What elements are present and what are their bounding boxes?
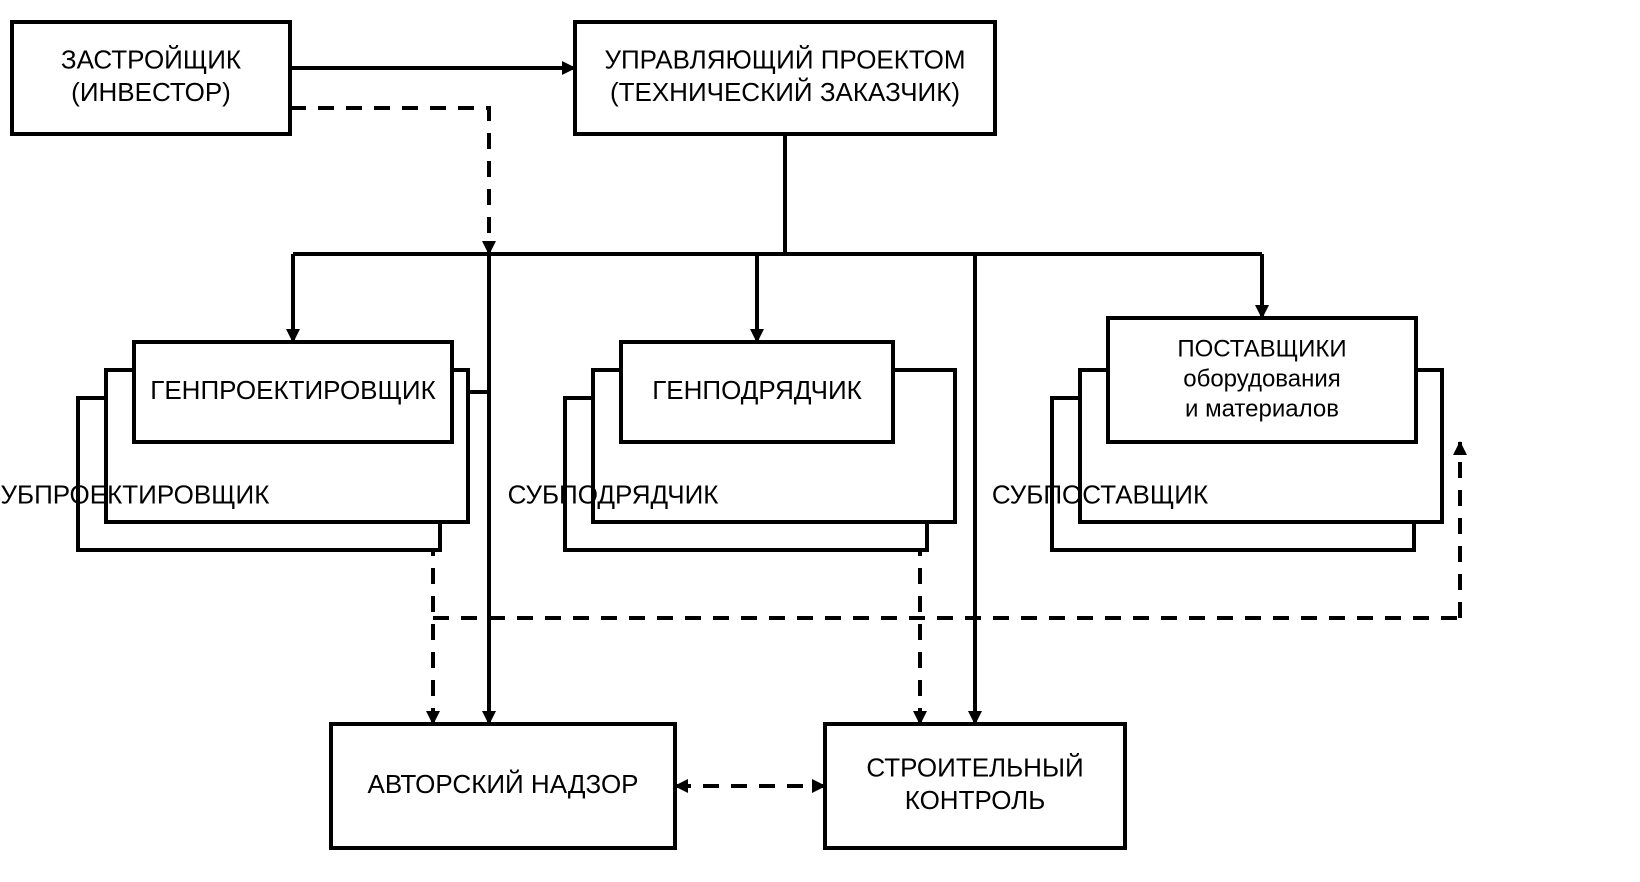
node-suppliers: ПОСТАВЩИКИ оборудования и материалов xyxy=(1108,318,1416,442)
node-label-gen_contractor-0: ГЕНПОДРЯДЧИК xyxy=(652,375,862,405)
node-label-gen_design_stack_mid: СУБПРОЕКТИРОВЩИК xyxy=(0,480,269,510)
node-author_supervision: АВТОРСКИЙ НАДЗОР xyxy=(331,724,675,848)
node-construction_control: СТРОИТЕЛЬНЫЙКОНТРОЛЬ xyxy=(825,724,1125,848)
node-label-construction_control-1: КОНТРОЛЬ xyxy=(905,785,1046,815)
node-label-pm-0: УПРАВЛЯЮЩИЙ ПРОЕКТОМ xyxy=(604,45,965,75)
node-label-suppliers-0: ПОСТАВЩИКИ xyxy=(1177,335,1346,362)
node-label-gen_design-0: ГЕНПРОЕКТИРОВЩИК xyxy=(150,375,435,405)
node-gen_design: ГЕНПРОЕКТИРОВЩИК xyxy=(134,342,452,442)
node-pm: УПРАВЛЯЮЩИЙ ПРОЕКТОМ(ТЕХНИЧЕСКИЙ ЗАКАЗЧИ… xyxy=(575,22,995,134)
node-developer: ЗАСТРОЙЩИК(ИНВЕСТОР) xyxy=(12,22,290,134)
node-label-gen_contractor_stack_mid: СУБПОДРЯДЧИК xyxy=(508,480,719,510)
node-label-suppliers-1: оборудования xyxy=(1183,365,1341,392)
node-gen_contractor: ГЕНПОДРЯДЧИК xyxy=(621,342,893,442)
nodes-layer: ЗАСТРОЙЩИК(ИНВЕСТОР) УПРАВЛЯЮЩИЙ ПРОЕКТОМ… xyxy=(0,22,1442,848)
node-label-suppliers_stack_mid: СУБПОСТАВЩИК xyxy=(992,480,1208,510)
node-label-construction_control-0: СТРОИТЕЛЬНЫЙ xyxy=(866,753,1083,783)
node-label-pm-1: (ТЕХНИЧЕСКИЙ ЗАКАЗЧИК) xyxy=(610,77,960,107)
org-flowchart: ЗАСТРОЙЩИК(ИНВЕСТОР) УПРАВЛЯЮЩИЙ ПРОЕКТОМ… xyxy=(0,0,1640,882)
edge-dev_dashed_down xyxy=(290,108,489,254)
node-label-author_supervision-0: АВТОРСКИЙ НАДЗОР xyxy=(367,769,638,799)
node-label-suppliers-2: и материалов xyxy=(1185,395,1339,422)
node-label-developer-1: (ИНВЕСТОР) xyxy=(71,77,231,107)
node-label-developer-0: ЗАСТРОЙЩИК xyxy=(61,45,241,75)
